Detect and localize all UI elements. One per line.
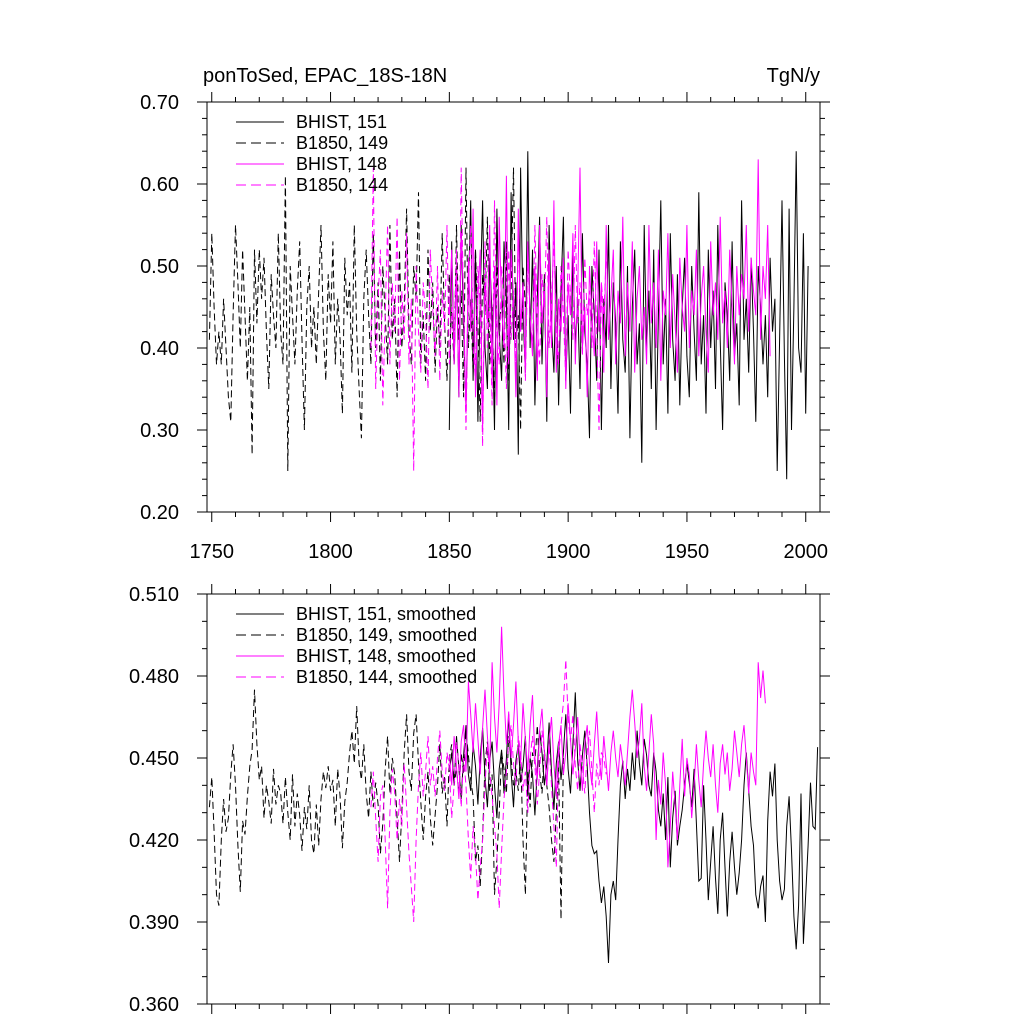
y-tick-label: 0.420 — [129, 830, 179, 852]
legend-label: B1850, 144, smoothed — [296, 667, 477, 687]
x-tick-label: 1900 — [546, 541, 591, 563]
series-line-b1850-149 — [208, 167, 526, 472]
series-line-b1850-144-smoothed — [370, 659, 607, 923]
legend-label: B1850, 149, smoothed — [296, 625, 477, 645]
plot-frame — [206, 101, 821, 513]
series-group — [208, 626, 819, 964]
y-tick-label: 0.360 — [129, 994, 179, 1016]
legend-label: BHIST, 151, smoothed — [296, 604, 476, 624]
series-group — [208, 151, 809, 480]
series-line-bhist-148-smoothed — [448, 626, 766, 868]
chart-title-right: TgN/y — [767, 65, 820, 87]
legend-label: BHIST, 151 — [296, 112, 387, 132]
legend-label: BHIST, 148, smoothed — [296, 646, 476, 666]
series-line-bhist-151-smoothed — [448, 692, 819, 964]
top-panel: 1750 1800 1850 1900 1950 2000 0.20 0.30 0.40 0.50… — [140, 92, 830, 563]
y-tick-label: 0.20 — [140, 502, 179, 524]
x-tick-label: 1950 — [665, 541, 710, 563]
bottom-panel: 0.360 0.390 0.420 0.450 0.480 0.510 BHIST, 151… — [129, 584, 830, 1016]
series-line-b1850-149-smoothed — [208, 689, 564, 920]
y-tick-label: 0.480 — [129, 666, 179, 688]
legend-label: B1850, 149 — [296, 133, 388, 153]
y-tick-label: 0.40 — [140, 338, 179, 360]
plot-frame — [206, 593, 821, 1005]
series-line-b1850-144 — [370, 167, 607, 472]
chart-title-left: ponToSed, EPAC_18S-18N — [203, 65, 447, 87]
x-tick-label: 1850 — [427, 541, 472, 563]
series-line-bhist-151 — [448, 151, 809, 480]
y-tick-label: 0.450 — [129, 748, 179, 770]
y-tick-label: 0.30 — [140, 420, 179, 442]
series-line-bhist-148 — [448, 159, 771, 431]
legend-label: B1850, 144 — [296, 175, 388, 195]
y-tick-label: 0.60 — [140, 174, 179, 196]
x-tick-label: 2000 — [783, 541, 828, 563]
y-tick-label: 0.50 — [140, 256, 179, 278]
y-tick-label: 0.70 — [140, 92, 179, 114]
y-tick-label: 0.510 — [129, 584, 179, 606]
legend-label: BHIST, 148 — [296, 154, 387, 174]
x-tick-label: 1800 — [308, 541, 353, 563]
x-tick-label: 1750 — [190, 541, 235, 563]
y-tick-label: 0.390 — [129, 912, 179, 934]
